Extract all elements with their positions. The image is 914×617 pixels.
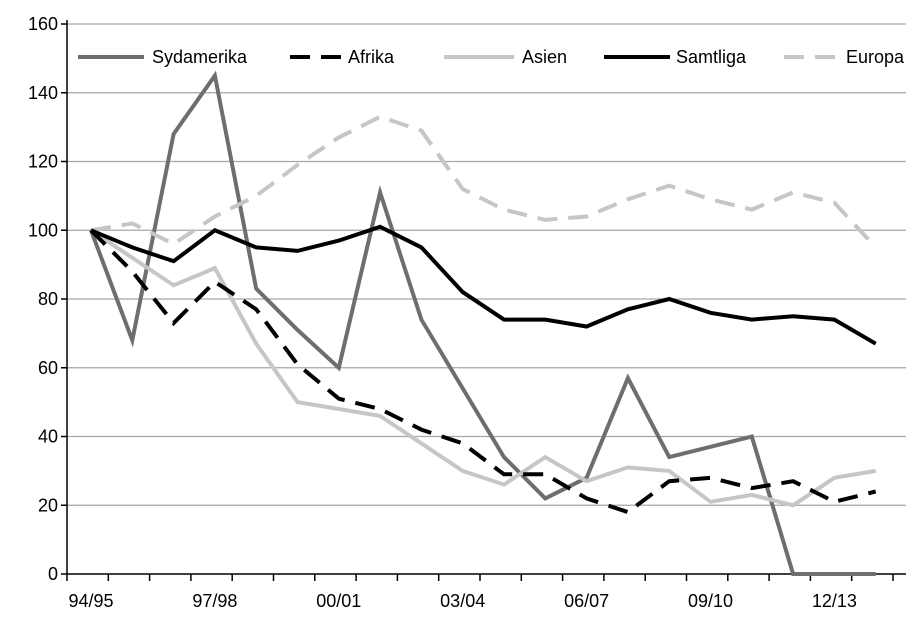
series-lines (89, 70, 878, 576)
y-tick-label: 120 (28, 152, 58, 172)
axes (66, 20, 906, 575)
x-tick-label: 00/01 (316, 591, 361, 611)
legend-label-asien: Asien (522, 47, 567, 67)
series-line-afrika (89, 228, 877, 515)
legend-label-europa: Europa (846, 47, 905, 67)
series-line-europa (90, 114, 878, 249)
legend-label-sydamerika: Sydamerika (152, 47, 248, 67)
x-tick-label: 06/07 (564, 591, 609, 611)
y-tick-label: 60 (38, 358, 58, 378)
gridlines (67, 23, 906, 506)
y-tick-label: 100 (28, 220, 58, 240)
y-tick-label: 160 (28, 14, 58, 34)
series-line-asien (89, 228, 877, 508)
x-tick-label: 97/98 (192, 591, 237, 611)
x-tick-label: 94/95 (68, 591, 113, 611)
y-tick-label: 40 (38, 427, 58, 447)
y-axis-ticks: 0 20 40 60 80 100 120 140 160 (28, 14, 67, 584)
x-tick-label: 03/04 (440, 591, 485, 611)
x-tick-label: 09/10 (688, 591, 733, 611)
x-tick-label: 12/13 (812, 591, 857, 611)
series-line-sydamerika (89, 70, 876, 576)
y-tick-label: 140 (28, 83, 58, 103)
x-axis-ticks: 94/95 97/98 00/01 03/04 06/07 09/10 12/13 (66, 574, 894, 611)
legend-label-samtliga: Samtliga (676, 47, 747, 67)
legend: Sydamerika Afrika Asien Samtliga Europa (78, 47, 905, 67)
y-tick-label: 80 (38, 289, 58, 309)
y-tick-label: 0 (48, 564, 58, 584)
y-tick-label: 20 (38, 495, 58, 515)
legend-label-afrika: Afrika (348, 47, 395, 67)
series-line-samtliga (90, 224, 877, 346)
